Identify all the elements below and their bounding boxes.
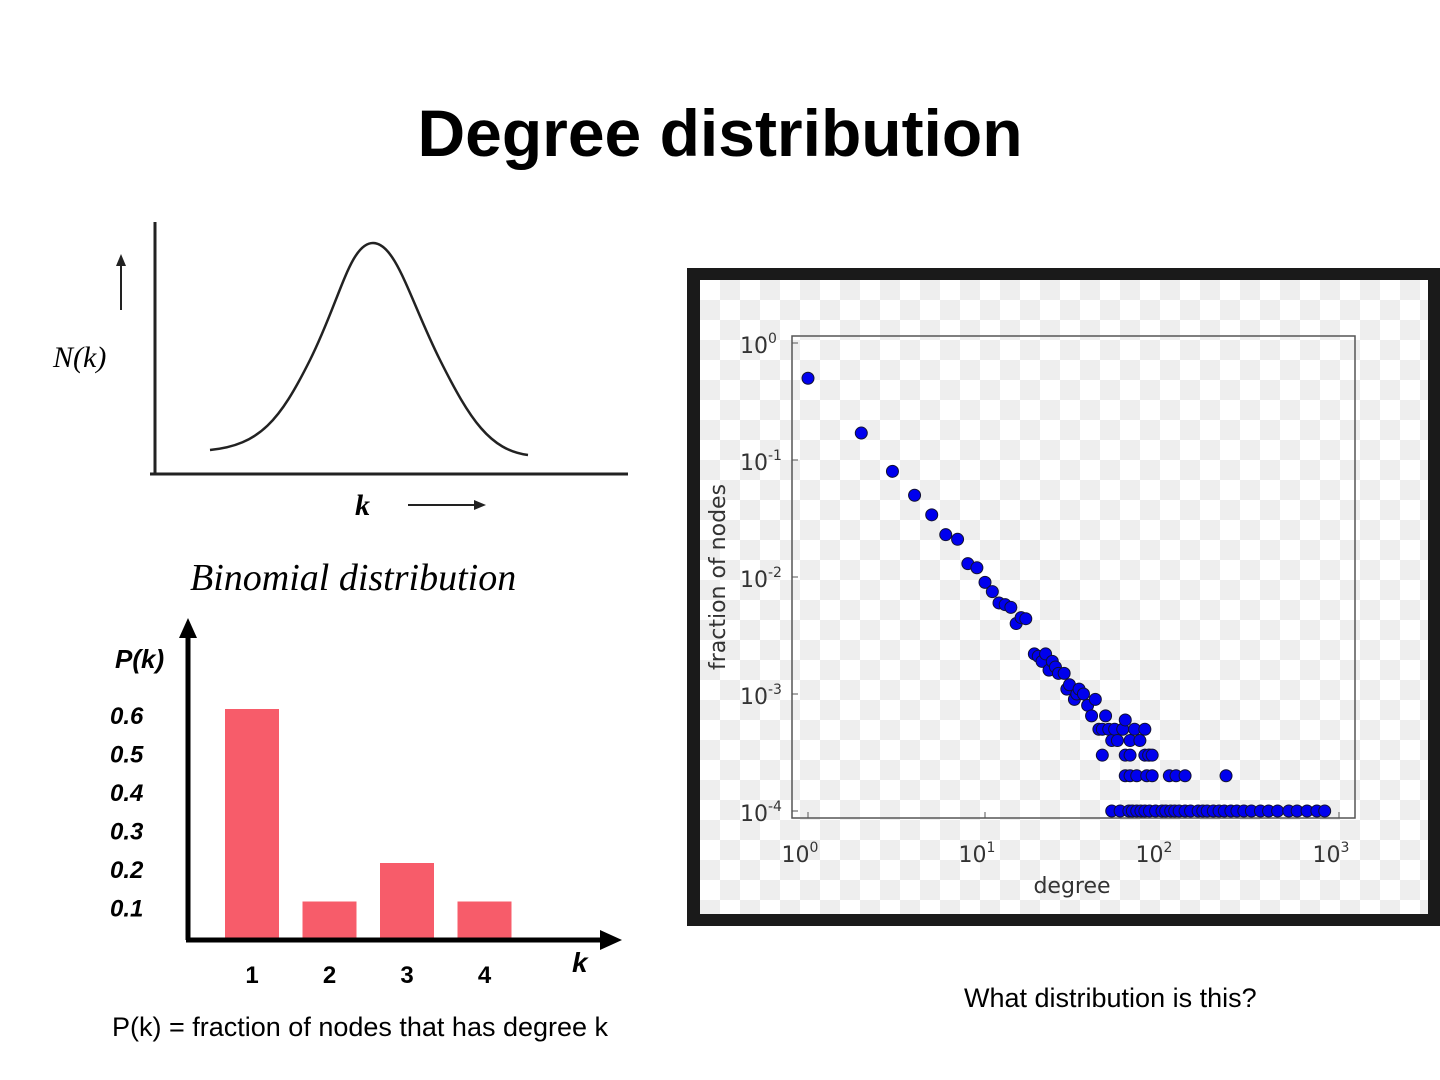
scatter-plot-box	[791, 335, 1356, 819]
scatter-point	[925, 508, 939, 522]
binomial-caption: Binomial distribution	[190, 557, 516, 599]
scatter-y-tick-label: 10-1	[740, 448, 782, 476]
scatter-point	[1110, 734, 1124, 748]
scatter-point	[1145, 748, 1159, 762]
scatter-point	[1118, 713, 1132, 727]
scatter-point	[1004, 600, 1018, 614]
binomial-ylabel: N(k)	[52, 341, 106, 374]
bar-xlabel: k	[572, 947, 589, 978]
scatter-point	[908, 488, 922, 502]
scatter-point	[1178, 769, 1192, 783]
scatter-point	[885, 464, 899, 478]
scatter-ylabel: fraction of nodes	[706, 484, 731, 670]
scatter-point	[1095, 748, 1109, 762]
slide-title: Degree distribution	[417, 96, 1023, 170]
scatter-point	[970, 561, 984, 575]
scatter-point	[1271, 804, 1285, 818]
bar-y-tick-label: 0.1	[110, 896, 143, 923]
scatter-point	[1145, 769, 1159, 783]
right-arrow-icon	[408, 500, 486, 510]
bar-3	[380, 863, 434, 940]
scatter-point	[1019, 612, 1033, 626]
bar-x-tick-label: 1	[245, 962, 258, 989]
bar-4	[457, 901, 512, 940]
scatter-point	[985, 585, 999, 599]
bar-y-tick-label: 0.2	[110, 857, 144, 884]
scatter-point	[1088, 692, 1102, 706]
bar-x-tick-label: 3	[400, 962, 413, 989]
scatter-point	[978, 575, 992, 589]
up-arrow-icon	[116, 254, 126, 310]
bar-2	[302, 901, 357, 940]
bar-y-tick-label: 0.3	[110, 819, 144, 846]
bar-y-tick-label: 0.5	[110, 742, 144, 769]
scatter-point	[951, 532, 965, 546]
scatter-point	[939, 528, 953, 542]
bar-y-tick-label: 0.6	[110, 703, 144, 730]
definition-text: P(k) = fraction of nodes that has degree…	[112, 1012, 609, 1042]
scatter-point	[1219, 769, 1233, 783]
scatter-point	[1318, 804, 1332, 818]
bar-1	[225, 709, 279, 940]
binomial-curve	[209, 241, 529, 457]
scatter-point	[1057, 666, 1071, 680]
scatter-x-tick-label: 102	[1136, 840, 1173, 868]
scatter-point	[1123, 748, 1137, 762]
scatter-y-tick-label: 10-2	[740, 565, 782, 593]
scatter-y-tick-label: 100	[740, 331, 777, 359]
question-text: What distribution is this?	[964, 983, 1257, 1013]
bar-ylabel: P(k)	[115, 644, 164, 674]
bar-x-tick-label: 2	[323, 962, 336, 989]
binomial-xlabel: k	[355, 489, 370, 522]
bar-y-tick-label: 0.4	[110, 780, 143, 807]
scatter-point	[1099, 709, 1113, 723]
scatter-point	[801, 371, 815, 385]
scatter-y-tick-label: 10-4	[740, 799, 782, 827]
scatter-y-tick-label: 10-3	[740, 682, 782, 710]
scatter-point	[1138, 722, 1152, 736]
bar-x-tick-label: 4	[478, 962, 492, 989]
scatter-xlabel: degree	[1033, 874, 1110, 899]
bar-y-arrow-icon	[179, 618, 197, 638]
scatter-x-tick-label: 103	[1313, 840, 1350, 868]
scatter-point	[854, 426, 868, 440]
bar-x-arrow-icon	[600, 930, 622, 950]
scatter-point	[1076, 687, 1090, 701]
scatter-point	[1133, 734, 1147, 748]
scatter-point	[1085, 709, 1099, 723]
scatter-x-tick-label: 100	[782, 840, 819, 868]
scatter-x-tick-label: 101	[959, 840, 996, 868]
